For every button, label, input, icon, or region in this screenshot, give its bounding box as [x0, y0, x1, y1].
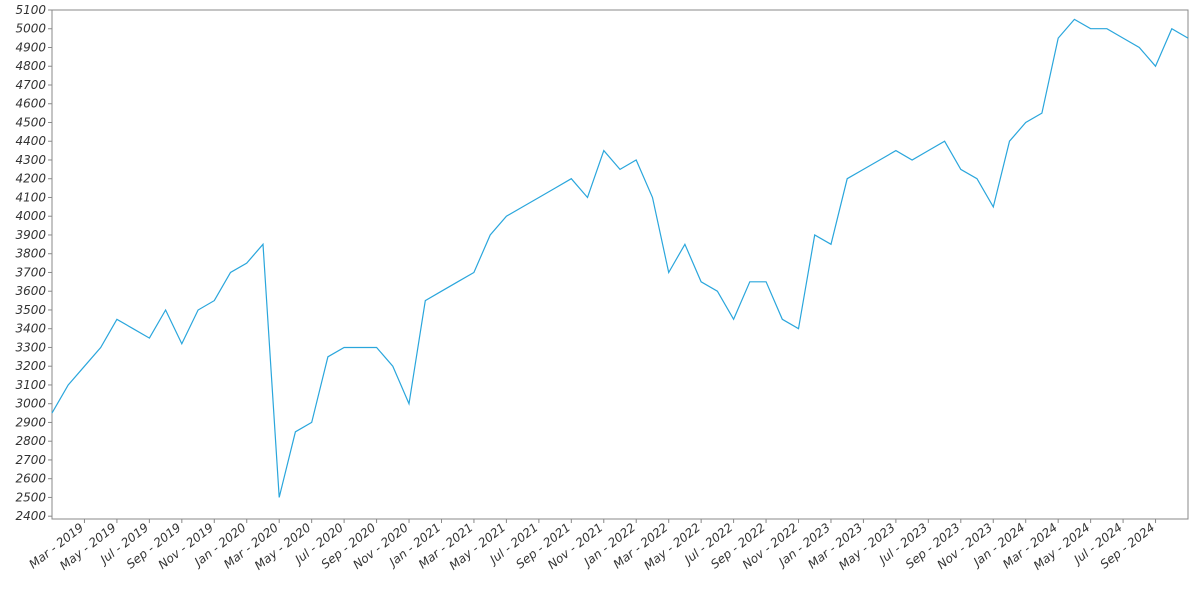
y-tick-label: 3300 [15, 340, 46, 354]
y-tick-label: 2500 [15, 490, 46, 504]
y-tick-label: 4500 [15, 115, 46, 129]
y-tick-label: 4200 [15, 172, 46, 186]
y-tick-label: 5100 [15, 3, 46, 17]
y-tick-label: 2800 [15, 434, 46, 448]
y-tick-label: 3700 [15, 265, 46, 279]
y-tick-label: 2700 [15, 453, 46, 467]
line [51, 18, 1189, 498]
y-tick-label: 4800 [15, 59, 46, 73]
y-tick-label: 4900 [15, 40, 46, 54]
y-tick-label: 4300 [15, 153, 46, 167]
y-tick-label: 3100 [15, 378, 46, 392]
y-tick-label: 3500 [15, 303, 46, 317]
y-tick-label: 3400 [15, 322, 46, 336]
y-tick-label: 4100 [15, 190, 46, 204]
y-tick-label: 2900 [15, 415, 46, 429]
plot-area [51, 9, 1189, 520]
y-tick-label: 3000 [15, 397, 46, 411]
y-tick-label: 3900 [15, 228, 46, 242]
y-tick-label: 5000 [15, 22, 46, 36]
y-tick-label: 4000 [15, 209, 46, 223]
y-tick-label: 4400 [15, 134, 46, 148]
y-tick-label: 3800 [15, 247, 46, 261]
y-tick-label: 4600 [15, 97, 46, 111]
y-tick-label: 4700 [15, 78, 46, 92]
y-tick-label: 3600 [15, 284, 46, 298]
y-tick-label: 2400 [15, 509, 46, 523]
y-tick-label: 3200 [15, 359, 46, 373]
y-tick-label: 2600 [15, 472, 46, 486]
